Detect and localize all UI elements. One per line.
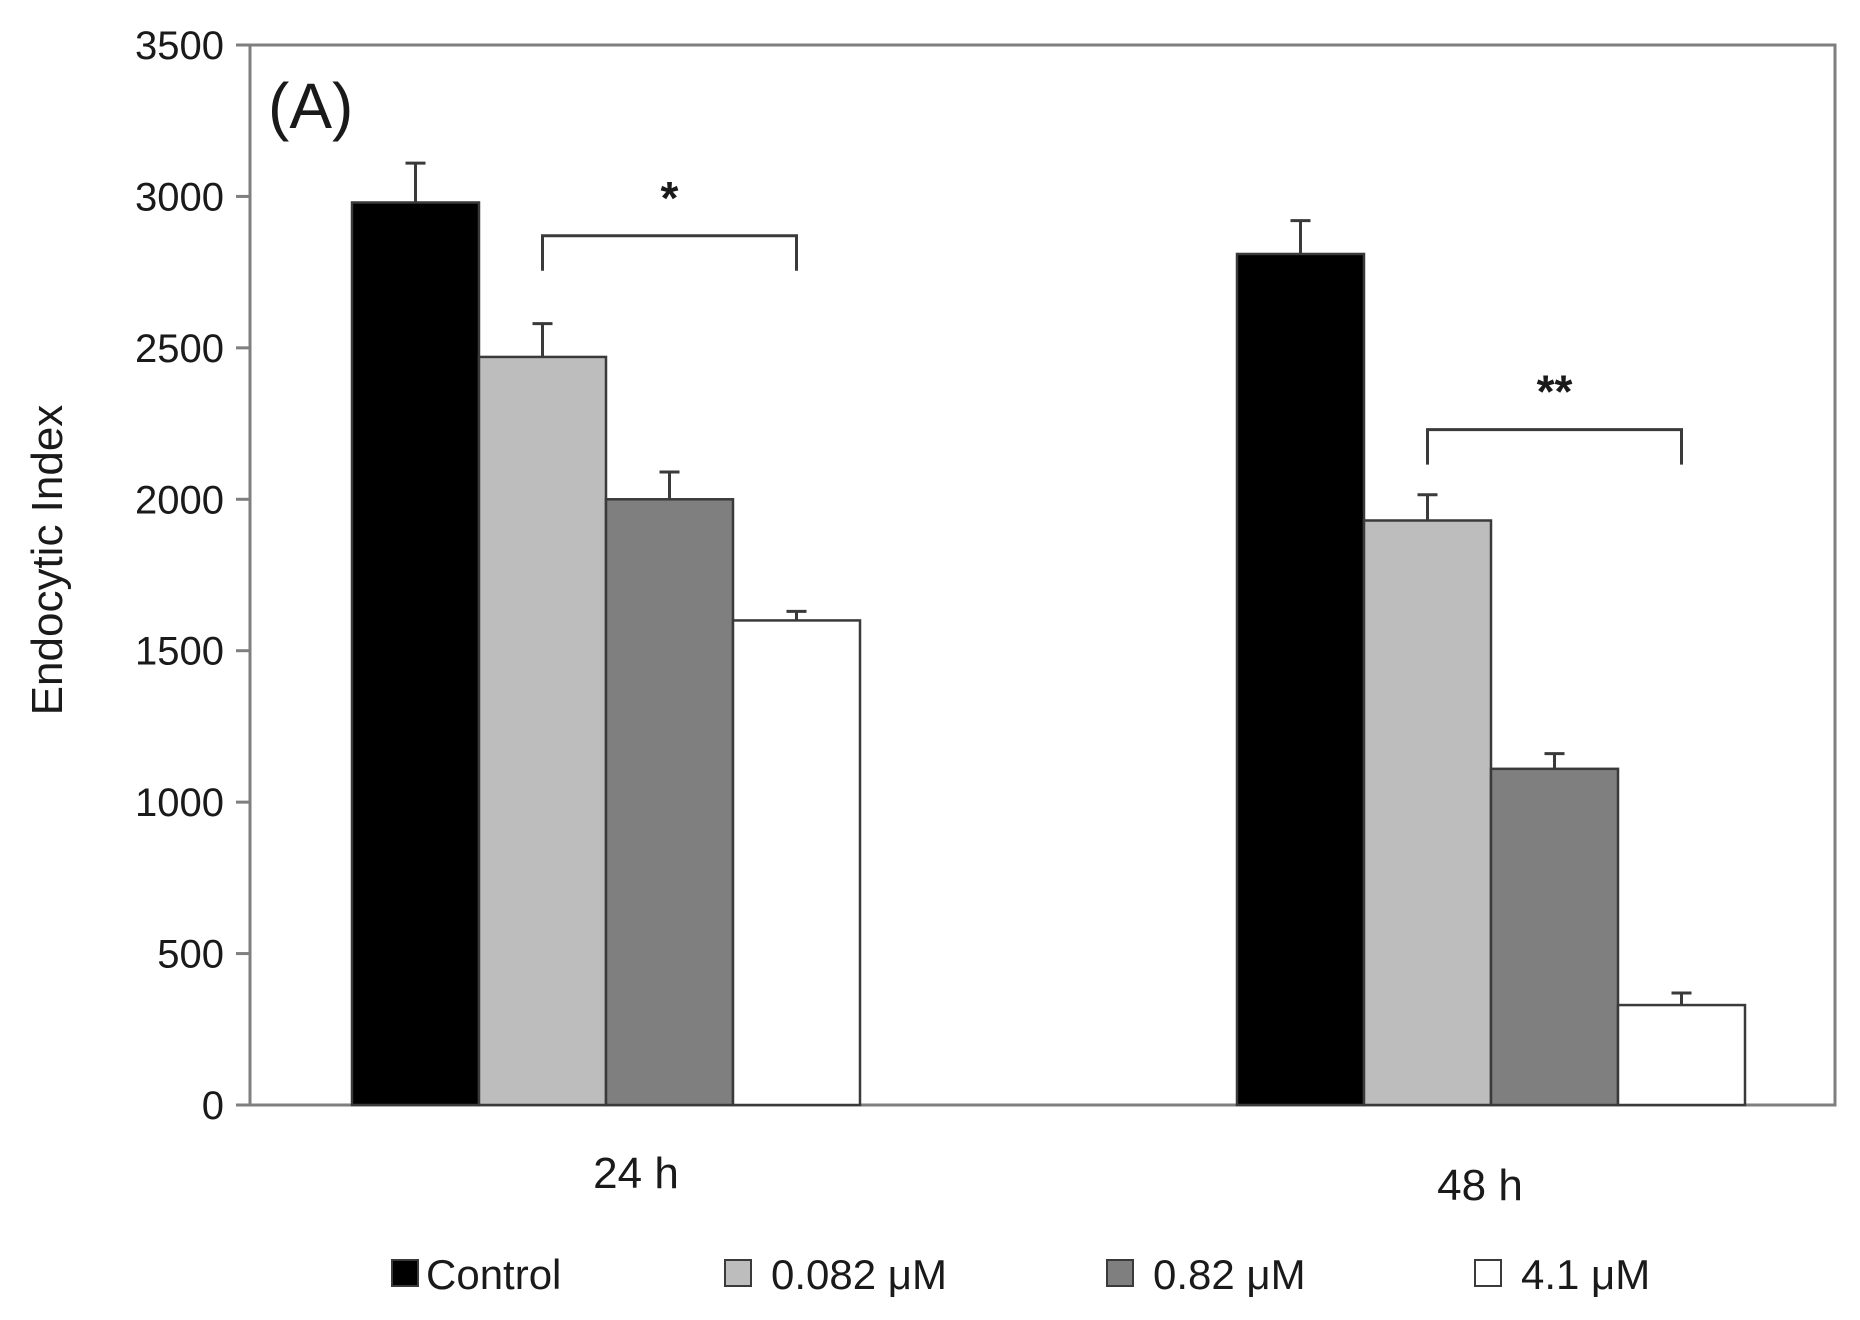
legend-swatch [1474,1259,1502,1287]
significance-bracket [541,234,798,271]
bar-0-082-m-24h [477,355,608,1107]
significance-bracket [1426,428,1683,465]
y-tick-label: 500 [157,933,224,977]
y-tick-label: 1500 [135,630,224,674]
legend-swatch [1106,1259,1134,1287]
plot-area-frame [248,43,1837,1107]
legend-swatch [391,1259,419,1287]
legend-label: 0.82 μM [1153,1251,1306,1298]
y-tick-label: 0 [202,1084,224,1128]
y-tick-label: 1000 [135,781,224,825]
legend-label: Control [426,1251,561,1298]
bar-0-082-m-48h [1362,519,1493,1107]
bar-4-1-m-24h [731,619,862,1107]
x-category-label: 24 h [593,1149,679,1198]
y-tick-label: 2000 [135,478,224,522]
bar-4-1-m-48h [1616,1003,1747,1107]
y-tick-label: 2500 [135,327,224,371]
legend-label: 0.082 μM [771,1251,947,1298]
bar-0-82-m-24h [604,498,735,1107]
y-axis-label: Endocytic Index [23,405,72,716]
bar-control-48h [1235,252,1366,1107]
bar-control-24h [350,201,481,1107]
significance-label: ** [1537,366,1573,418]
x-category-label: 48 h [1437,1161,1523,1210]
legend-label: 4.1 μM [1521,1251,1650,1298]
panel-label: (A) [268,70,353,142]
significance-label: * [661,172,679,224]
y-tick-label: 3000 [135,175,224,219]
bar-0-82-m-48h [1489,767,1620,1107]
legend-swatch [724,1259,752,1287]
y-tick-label: 3500 [135,24,224,68]
